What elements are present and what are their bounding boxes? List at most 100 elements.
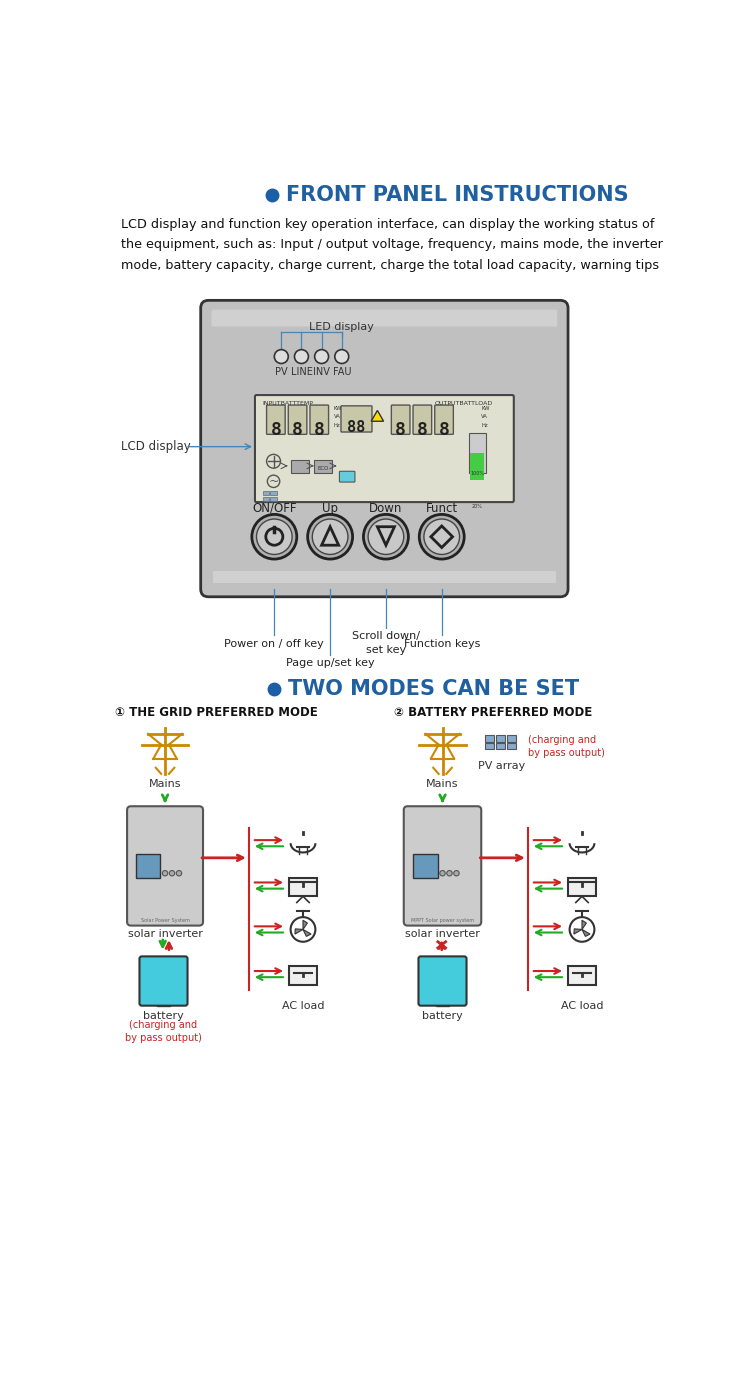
Text: Solar Power System: Solar Power System (140, 918, 190, 923)
Circle shape (256, 519, 292, 555)
FancyBboxPatch shape (136, 854, 160, 878)
Text: Up: Up (322, 502, 338, 515)
Bar (568, 966, 596, 985)
Text: Mains: Mains (148, 780, 182, 789)
Text: Hz: Hz (482, 422, 488, 428)
Text: 8: 8 (292, 421, 303, 439)
Text: solar inverter: solar inverter (128, 930, 202, 940)
Text: Page up/set key: Page up/set key (286, 658, 374, 668)
Bar (436, 1003, 448, 1006)
FancyBboxPatch shape (140, 956, 188, 1006)
Bar (289, 966, 317, 985)
FancyBboxPatch shape (127, 806, 203, 926)
Text: 8: 8 (417, 421, 428, 439)
FancyBboxPatch shape (413, 854, 438, 878)
Polygon shape (371, 410, 383, 421)
Circle shape (308, 515, 352, 559)
Text: (charging and
by pass output): (charging and by pass output) (125, 1020, 202, 1043)
Bar (496, 742, 506, 749)
Text: 20%: 20% (472, 505, 483, 509)
FancyBboxPatch shape (392, 406, 410, 435)
FancyBboxPatch shape (310, 406, 328, 435)
Text: AC load: AC load (561, 1000, 603, 1012)
Polygon shape (574, 929, 582, 934)
Text: battery: battery (143, 1012, 184, 1021)
Text: battery: battery (422, 1012, 463, 1021)
Text: KW: KW (482, 406, 490, 411)
Text: ② BATTERY PREFERRED MODE: ② BATTERY PREFERRED MODE (394, 705, 592, 719)
FancyBboxPatch shape (211, 309, 557, 327)
Circle shape (334, 349, 349, 363)
Text: ① THE GRID PREFERRED MODE: ① THE GRID PREFERRED MODE (116, 705, 318, 719)
Text: (charging and
by pass output): (charging and by pass output) (528, 736, 605, 758)
FancyBboxPatch shape (255, 395, 514, 502)
Text: LED display: LED display (309, 323, 374, 333)
Text: ECO: ECO (317, 466, 328, 471)
Text: ~: ~ (268, 475, 279, 487)
Bar (289, 878, 317, 897)
Circle shape (368, 519, 404, 555)
Circle shape (364, 515, 409, 559)
Bar (158, 1003, 170, 1006)
FancyBboxPatch shape (201, 301, 568, 596)
Text: LCD display and function key operation interface, can display the working status: LCD display and function key operation i… (121, 218, 663, 272)
Text: LINE: LINE (290, 367, 313, 377)
Circle shape (162, 871, 168, 876)
FancyBboxPatch shape (288, 406, 307, 435)
Circle shape (252, 515, 297, 559)
FancyBboxPatch shape (404, 806, 482, 926)
Text: AC load: AC load (282, 1000, 324, 1012)
Circle shape (312, 519, 348, 555)
Bar (470, 453, 484, 480)
Text: INPUTBATTTEMP: INPUTBATTTEMP (262, 402, 314, 406)
Polygon shape (295, 929, 303, 934)
Text: solar inverter: solar inverter (405, 930, 480, 940)
Text: VA: VA (482, 414, 488, 420)
Bar (507, 742, 516, 749)
Text: Funct: Funct (426, 502, 458, 515)
Text: ON/OFF: ON/OFF (252, 502, 296, 515)
Polygon shape (303, 930, 311, 937)
Bar (271, 490, 277, 495)
Text: KW: KW (334, 406, 343, 411)
Circle shape (424, 519, 460, 555)
Text: Down: Down (369, 502, 403, 515)
FancyBboxPatch shape (341, 406, 372, 432)
Text: TWO MODES CAN BE SET: TWO MODES CAN BE SET (287, 679, 579, 700)
Text: PV array: PV array (478, 760, 525, 771)
FancyBboxPatch shape (290, 460, 309, 473)
Bar (496, 736, 506, 741)
Circle shape (170, 871, 175, 876)
Text: 8: 8 (271, 421, 281, 439)
Text: FRONT PANEL INSTRUCTIONS: FRONT PANEL INSTRUCTIONS (286, 185, 628, 204)
Text: INV: INV (314, 367, 330, 377)
Circle shape (454, 871, 459, 876)
Circle shape (176, 871, 182, 876)
Bar (485, 742, 494, 749)
Circle shape (315, 349, 328, 363)
Bar (568, 878, 596, 897)
Circle shape (274, 349, 288, 363)
Text: 100%: 100% (470, 471, 484, 476)
Text: Function keys: Function keys (404, 639, 480, 649)
Bar (262, 497, 269, 501)
Circle shape (440, 871, 446, 876)
Text: 8: 8 (314, 421, 325, 439)
Text: Scroll down/
set key: Scroll down/ set key (352, 632, 420, 654)
Text: 8: 8 (395, 421, 406, 439)
Bar (213, 570, 556, 582)
FancyBboxPatch shape (419, 956, 466, 1006)
FancyBboxPatch shape (435, 406, 453, 435)
Text: Power on / off key: Power on / off key (224, 639, 324, 649)
Text: MPPT Solar power system: MPPT Solar power system (411, 918, 474, 923)
Text: OUTPUTBATTLOAD: OUTPUTBATTLOAD (435, 402, 493, 406)
Circle shape (447, 871, 452, 876)
FancyBboxPatch shape (469, 433, 486, 473)
FancyBboxPatch shape (413, 406, 432, 435)
Text: LCD display: LCD display (121, 440, 190, 453)
FancyBboxPatch shape (266, 406, 285, 435)
Text: FAU: FAU (332, 367, 351, 377)
FancyBboxPatch shape (314, 460, 332, 473)
FancyBboxPatch shape (340, 472, 355, 482)
Text: Hz: Hz (334, 422, 340, 428)
